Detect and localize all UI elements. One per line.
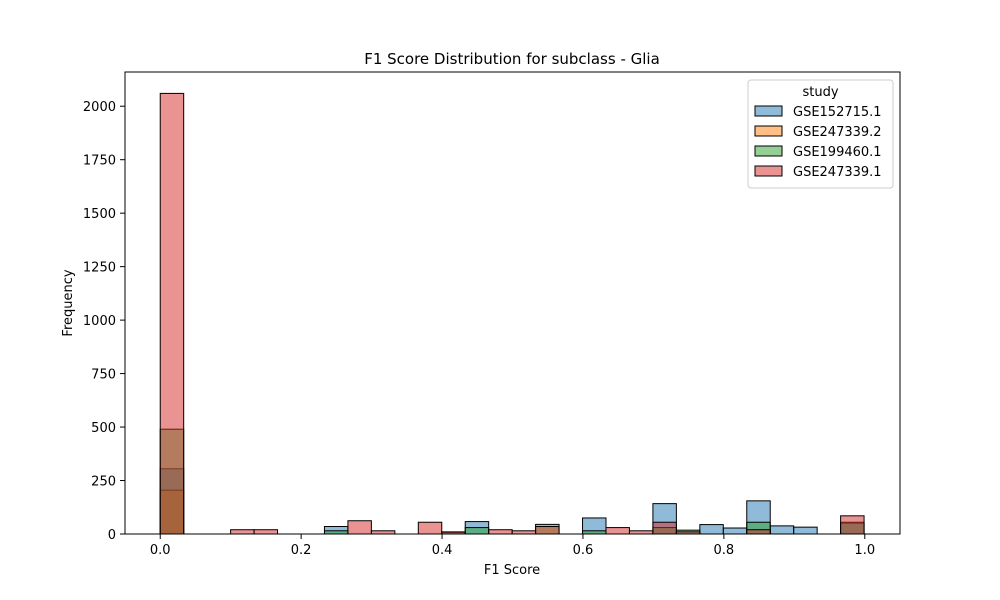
legend-swatch	[754, 125, 783, 137]
bar-series-0-bin-26	[769, 525, 795, 535]
bar-series-3-bin-19	[605, 527, 630, 535]
y-tick-label: 2000	[83, 100, 116, 115]
x-axis-label: F1 Score	[484, 563, 540, 578]
legend-label: GSE199460.1	[793, 145, 882, 160]
bar-series-0-bin-24	[722, 527, 748, 535]
y-axis: 0 250 500 750 1000 1250 1500 1750 2000	[83, 100, 125, 543]
bar-series-3-bin-16	[535, 526, 560, 535]
legend-label: GSE247339.1	[793, 165, 882, 180]
bar-series-3-bin-21	[652, 521, 677, 535]
legend: study GSE152715.1 GSE247339.2 GSE199460.1 GS…	[747, 79, 894, 189]
x-axis: 0.0 0.2 0.4 0.6 0.8 1.0	[150, 534, 875, 558]
legend-title: study	[802, 85, 838, 100]
bar-series-0-bin-27	[793, 526, 818, 535]
x-tick-label: 1.0	[854, 543, 875, 558]
bar-series-3-bin-11	[417, 521, 443, 535]
legend-swatch	[754, 145, 783, 157]
x-tick-label: 0.2	[291, 543, 312, 558]
legend-box	[747, 79, 894, 189]
y-tick-label: 0	[108, 528, 116, 543]
bar-series-3-bin-3	[230, 529, 255, 535]
bar-series-2-bin-13	[464, 527, 490, 535]
x-tick-label: 0.6	[573, 543, 594, 558]
legend-swatch	[754, 105, 783, 117]
bar-series-3-bin-14	[488, 529, 513, 535]
legend-label: GSE247339.2	[793, 125, 882, 140]
bar-series-3-bin-8	[347, 520, 372, 535]
y-tick-label: 750	[91, 368, 116, 383]
x-tick-label: 0.0	[150, 543, 171, 558]
bar-series-3-bin-0	[159, 92, 185, 535]
bar-series-3-bin-29	[840, 515, 865, 535]
x-tick-label: 0.8	[714, 543, 735, 558]
bar-series-3-bin-25	[746, 529, 771, 535]
legend-label: GSE152715.1	[793, 105, 882, 120]
bar-series-0-bin-23	[699, 524, 724, 535]
y-axis-label: Frequency	[61, 269, 76, 336]
y-tick-label: 500	[91, 421, 116, 436]
y-tick-label: 1750	[83, 154, 116, 169]
plot-frame	[124, 71, 901, 535]
y-tick-label: 1000	[83, 314, 116, 329]
legend-swatch	[754, 165, 783, 177]
chart-title: F1 Score Distribution for subclass - Gli…	[364, 50, 660, 68]
y-tick-label: 1250	[83, 261, 116, 276]
bar-series-3-bin-4	[253, 529, 279, 535]
y-tick-label: 250	[91, 475, 116, 490]
y-tick-label: 1500	[83, 207, 116, 222]
x-tick-label: 0.4	[432, 543, 453, 558]
